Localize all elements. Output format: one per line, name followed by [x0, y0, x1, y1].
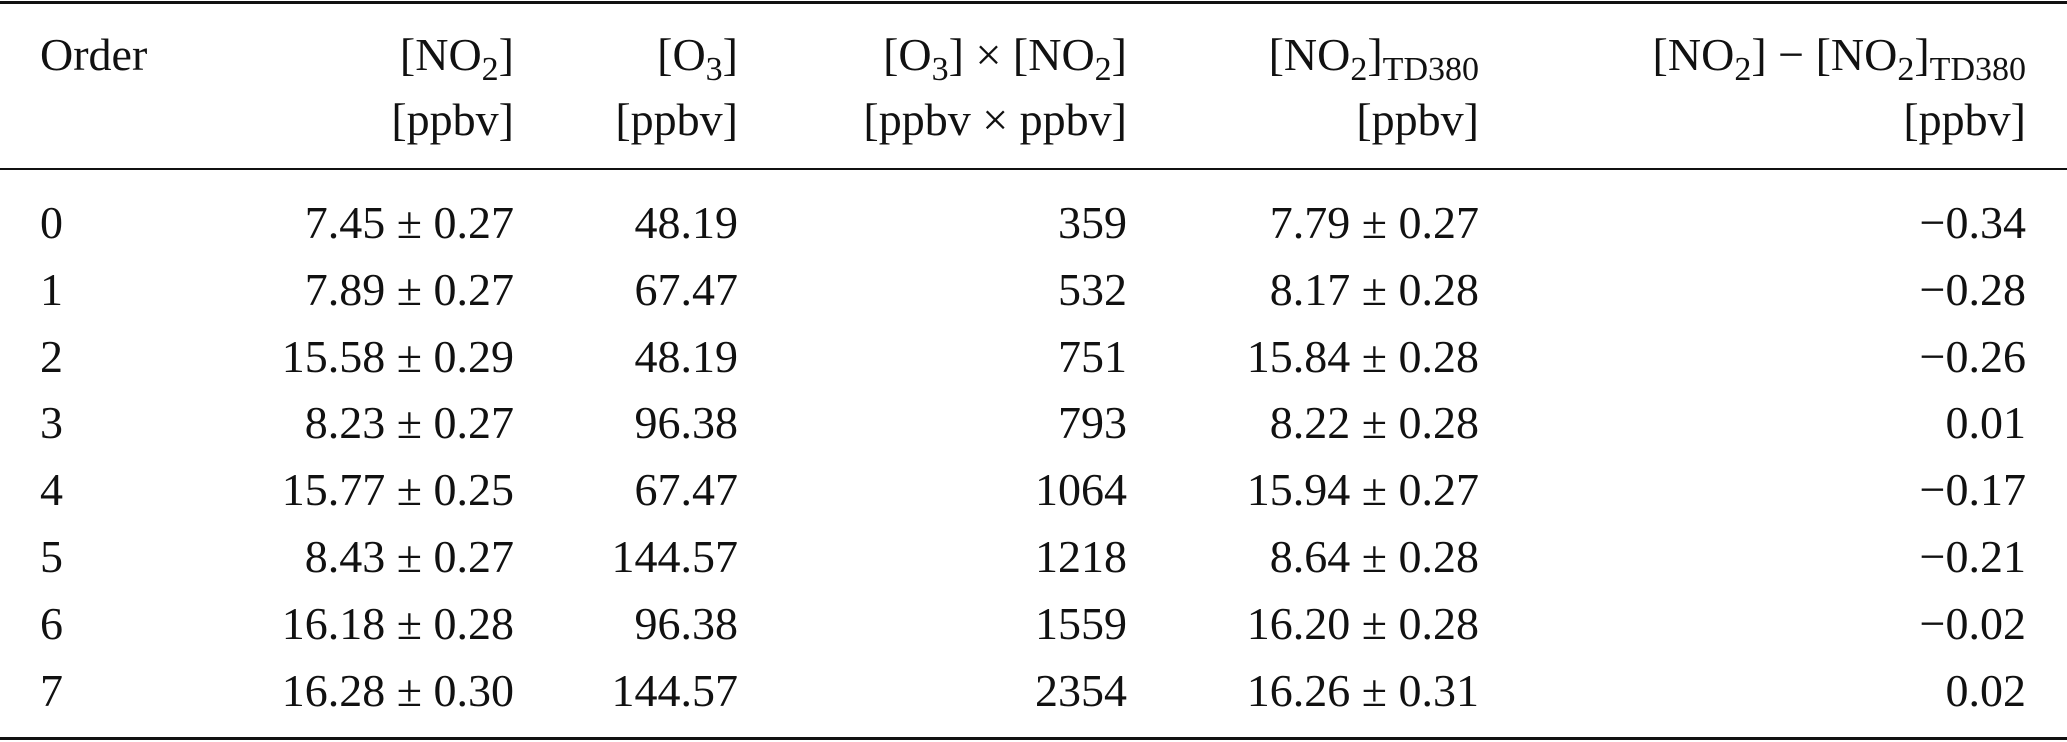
value-cell: 15.94 ± 0.27 [1246, 464, 1479, 516]
value-cell: 48.19 [634, 330, 739, 382]
value-cell: 1559 [1035, 597, 1127, 649]
header-cell: [NO2]TD380 [1268, 29, 1479, 89]
header-cell: [ppbv] [1356, 97, 1479, 143]
header-subscript: 2 [1094, 51, 1112, 88]
value-cell: 67.47 [634, 464, 739, 516]
header-text: ] [1367, 29, 1383, 80]
value-cell: 7.79 ± 0.27 [1269, 197, 1479, 248]
value-cell: 16.26 ± 0.31 [1246, 664, 1479, 716]
value-cell: −0.21 [1919, 531, 2026, 582]
header-subscript: 2 [1734, 51, 1752, 88]
header-cell: [ppbv] [615, 97, 738, 143]
header-text: [ppbv] [615, 94, 738, 145]
value-cell: 15.58 ± 0.29 [281, 330, 514, 382]
value-cell: 8.23 ± 0.27 [304, 397, 514, 449]
value-cell: 8.17 ± 0.28 [1269, 263, 1479, 315]
value-cell: −0.34 [1919, 197, 2026, 248]
value-cell: 0.01 [1945, 397, 2027, 449]
header-rule [0, 168, 2067, 170]
header-cell: [ppbv × ppbv] [863, 97, 1127, 143]
value-cell: 7.89 ± 0.27 [304, 263, 514, 315]
value-cell: −0.02 [1919, 597, 2026, 649]
value-cell: 16.18 ± 0.28 [281, 597, 514, 649]
value-cell: 0.02 [1945, 664, 2027, 716]
header-cell: [O3] [657, 29, 738, 89]
value-cell: 144.57 [611, 531, 739, 582]
header-subscript: 3 [705, 51, 723, 88]
value-cell: 2354 [1035, 664, 1127, 716]
value-cell: 8.43 ± 0.27 [304, 531, 514, 582]
value-cell: −0.17 [1919, 464, 2026, 516]
value-cell: 1218 [1035, 531, 1127, 582]
header-text: Order [40, 29, 148, 80]
value-cell: 96.38 [634, 597, 739, 649]
header-text: ] [498, 29, 514, 80]
header-cell: [NO2] − [NO2]TD380 [1652, 29, 2026, 89]
header-subscript: 2 [481, 51, 499, 88]
header-text: [ppbv × ppbv] [863, 94, 1127, 145]
header-text: ] × [NO [948, 29, 1095, 80]
header-text: ] − [NO [1751, 29, 1898, 80]
value-cell: 8.22 ± 0.28 [1269, 397, 1479, 449]
header-subscript: 2 [1350, 51, 1368, 88]
top-rule [0, 1, 2067, 4]
order-cell: 6 [40, 597, 63, 649]
value-cell: 144.57 [611, 664, 739, 716]
value-cell: 359 [1058, 197, 1127, 248]
value-cell: −0.28 [1919, 263, 2026, 315]
value-cell: −0.26 [1919, 330, 2026, 382]
header-text: [O [657, 29, 706, 80]
order-cell: 5 [40, 531, 63, 582]
header-cell: [ppbv] [1903, 97, 2026, 143]
order-cell: 2 [40, 330, 63, 382]
header-text: [NO [1268, 29, 1351, 80]
value-cell: 67.47 [634, 263, 739, 315]
header-text: [NO [399, 29, 482, 80]
value-cell: 793 [1058, 397, 1127, 449]
header-text: ] [1914, 29, 1930, 80]
value-cell: 16.28 ± 0.30 [281, 664, 514, 716]
value-cell: 15.84 ± 0.28 [1246, 330, 1479, 382]
header-subscript: TD380 [1929, 51, 2026, 88]
header-text: [O [883, 29, 932, 80]
header-text: [ppbv] [1903, 94, 2026, 145]
value-cell: 8.64 ± 0.28 [1269, 531, 1479, 582]
header-subscript: 3 [931, 51, 949, 88]
value-cell: 16.20 ± 0.28 [1246, 597, 1479, 649]
order-cell: 0 [40, 197, 63, 248]
value-cell: 532 [1058, 263, 1127, 315]
value-cell: 7.45 ± 0.27 [304, 197, 514, 248]
order-cell: 4 [40, 464, 63, 516]
header-text: [NO [1652, 29, 1735, 80]
header-cell: [ppbv] [391, 97, 514, 143]
value-cell: 96.38 [634, 397, 739, 449]
header-cell: [O3] × [NO2] [883, 29, 1127, 89]
header-text: ] [722, 29, 738, 80]
value-cell: 48.19 [634, 197, 739, 248]
value-cell: 15.77 ± 0.25 [281, 464, 514, 516]
header-cell: Order [40, 32, 147, 78]
header-subscript: 2 [1897, 51, 1915, 88]
header-text: [ppbv] [391, 94, 514, 145]
header-cell: [NO2] [399, 29, 514, 89]
order-cell: 1 [40, 263, 63, 315]
value-cell: 751 [1058, 330, 1127, 382]
header-subscript: TD380 [1382, 51, 1479, 88]
header-text: ] [1111, 29, 1127, 80]
header-text: [ppbv] [1356, 94, 1479, 145]
order-cell: 7 [40, 664, 63, 716]
order-cell: 3 [40, 397, 63, 449]
value-cell: 1064 [1035, 464, 1127, 516]
bottom-rule [0, 737, 2067, 740]
